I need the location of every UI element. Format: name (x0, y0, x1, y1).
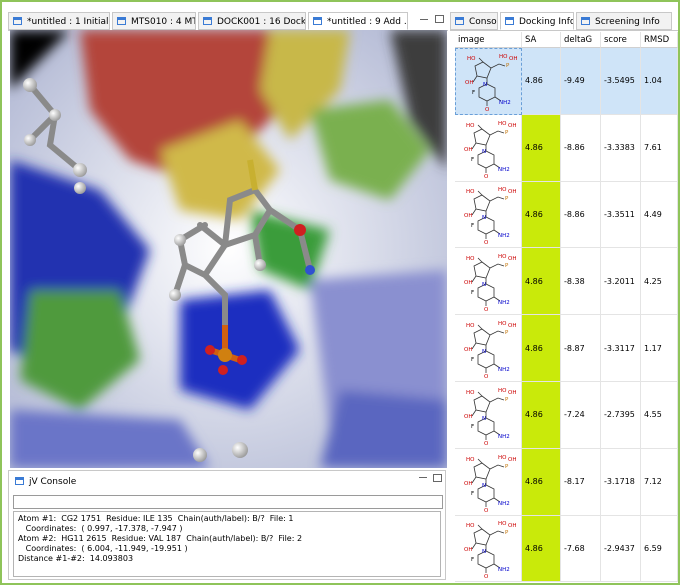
view-tab[interactable]: Screening Info (576, 12, 672, 30)
console-tab[interactable]: jV Console (11, 473, 81, 491)
console-line: Distance #1-#2: 14.093803 (18, 554, 134, 563)
maximize-button[interactable] (435, 15, 444, 23)
view-tab[interactable]: Console (450, 12, 498, 30)
minimize-button[interactable] (419, 477, 427, 478)
editor-tab[interactable]: MTS010 : 4 MTS (112, 12, 196, 30)
editor-tab[interactable]: *untitled : 1 Initial ... (8, 12, 110, 30)
console-line: Atom #2: HG11 2615 Residue: VAL 187 Chai… (18, 534, 303, 543)
console-input[interactable] (13, 495, 443, 509)
console-panel: jV Console Atom #1: CG2 1751 Residue: IL… (8, 470, 446, 580)
console-line: Coordinates: ( 0.997, -17.378, -7.947 ) (18, 524, 183, 533)
console-title: jV Console (29, 477, 77, 487)
editor-tab[interactable]: DOCK001 : 16 Docking (198, 12, 306, 30)
console-line: Atom #1: CG2 1751 Residue: ILE 135 Chain… (18, 514, 294, 523)
molecule-3d-view (10, 30, 447, 468)
minimize-button[interactable] (420, 19, 428, 20)
maximize-button[interactable] (433, 474, 442, 482)
view-tab[interactable]: Docking Info (500, 12, 574, 30)
editor-tab[interactable]: *untitled : 9 Add ... (308, 12, 408, 30)
console-output: Atom #1: CG2 1751 Residue: ILE 135 Chain… (13, 511, 441, 577)
console-line: Coordinates: ( 6.004, -11.949, -19.951 ) (18, 544, 188, 553)
editor-tab-bar: *untitled : 1 Initial ...MTS010 : 4 MTSD… (8, 10, 448, 31)
